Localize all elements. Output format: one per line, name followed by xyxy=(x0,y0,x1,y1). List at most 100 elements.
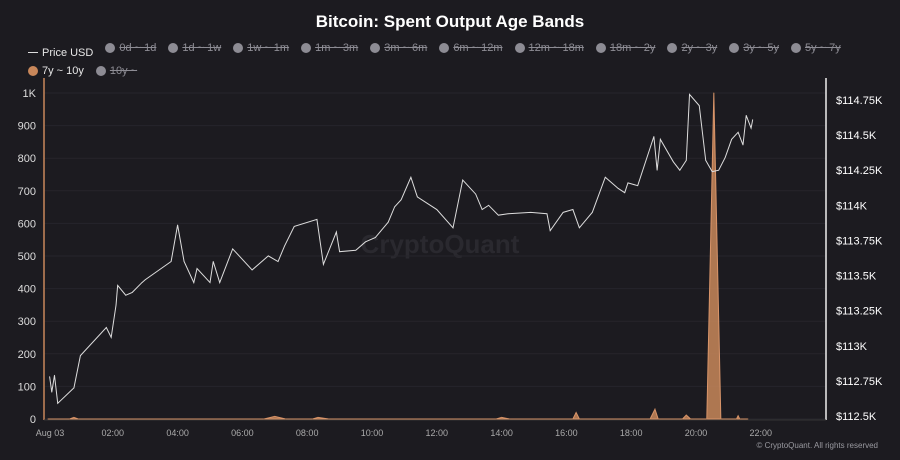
price-usd-point xyxy=(73,387,75,389)
legend-item[interactable]: 3m ~ 6m xyxy=(370,39,427,57)
y-right-tick: $114.75K xyxy=(836,95,883,107)
price-usd-point xyxy=(572,209,574,210)
price-usd-point xyxy=(549,230,551,232)
legend-marker-icon xyxy=(439,43,450,53)
legend-item[interactable]: 12m ~ 18m xyxy=(514,39,584,57)
y-left-tick: 100 xyxy=(18,381,36,393)
price-usd-point xyxy=(144,279,146,281)
legend-marker-icon xyxy=(95,65,106,76)
price-usd-point xyxy=(57,402,59,404)
price-usd-point xyxy=(481,209,483,210)
legend-label: 2y ~ 3y xyxy=(681,42,718,54)
legend-label: 1d ~ 1w xyxy=(182,42,222,54)
price-usd-point xyxy=(475,193,477,195)
price-usd-point xyxy=(49,376,51,378)
price-usd-point xyxy=(54,374,55,376)
price-usd-point xyxy=(737,131,739,133)
legend-item[interactable]: 5y ~ 7y xyxy=(791,39,841,57)
y-right-tick: $112.75K xyxy=(836,376,883,388)
legend-item[interactable]: 6m ~ 12m xyxy=(439,39,503,57)
series-7y-10y-point xyxy=(274,415,276,417)
price-usd-point xyxy=(117,284,119,286)
y-left-tick: 600 xyxy=(18,218,36,230)
x-tick: 12:00 xyxy=(426,428,449,438)
price-usd-point xyxy=(604,176,606,178)
price-usd-point xyxy=(355,249,357,251)
series-7y-10y-point xyxy=(328,418,330,420)
legend-item[interactable]: 1m ~ 3m xyxy=(301,39,358,57)
x-tick: 10:00 xyxy=(361,428,384,438)
price-usd-point xyxy=(507,213,509,215)
price-usd-point xyxy=(752,119,754,121)
x-tick: 22:00 xyxy=(750,428,773,438)
price-usd-point xyxy=(462,179,464,181)
price-usd-point xyxy=(365,241,366,243)
legend-item[interactable]: 3y ~ 5y xyxy=(729,39,779,57)
price-usd-point xyxy=(546,213,548,215)
price-usd-point xyxy=(51,391,53,393)
series-7y-10y-point xyxy=(263,418,265,420)
y-left-tick: 0 xyxy=(30,414,36,426)
price-usd-point xyxy=(488,204,490,206)
x-tick: 16:00 xyxy=(555,428,578,438)
price-usd-point xyxy=(656,169,658,171)
x-tick: 02:00 xyxy=(102,428,125,438)
y-left-tick: 700 xyxy=(18,186,36,198)
y-right-tick: $113.5K xyxy=(836,271,877,283)
series-7y-10y-point xyxy=(317,416,319,418)
x-tick: 14:00 xyxy=(490,428,513,438)
price-usd-point xyxy=(196,268,198,269)
price-usd-point xyxy=(293,226,295,227)
price-usd-point xyxy=(436,209,438,210)
series-7y-10y-point xyxy=(706,418,708,420)
price-usd-point xyxy=(745,115,747,116)
legend-marker-icon xyxy=(233,43,244,53)
legend-item[interactable]: 2y ~ 3y xyxy=(667,39,717,57)
price-usd-point xyxy=(339,251,340,253)
x-tick: 08:00 xyxy=(296,428,319,438)
series-7y-10y-point xyxy=(649,418,651,420)
price-usd-point xyxy=(232,248,234,250)
series-7y-10y-point xyxy=(713,92,715,94)
price-usd-point xyxy=(672,161,674,163)
legend-item[interactable]: 18m ~ 2y xyxy=(595,39,655,57)
legend-item[interactable]: Price USD xyxy=(28,44,93,62)
y-left-tick: 1K xyxy=(23,88,37,100)
price-usd-point xyxy=(374,237,376,239)
series-7y-10y-point xyxy=(575,411,577,413)
price-usd-point xyxy=(80,355,81,357)
series-7y-10y-point xyxy=(682,418,683,420)
copyright: © CryptoQuant. All rights reserved xyxy=(756,441,879,450)
legend-marker-icon xyxy=(729,43,740,53)
series-7y-10y-point xyxy=(73,416,75,418)
legend-item[interactable]: 7y ~ 10y xyxy=(28,62,84,80)
legend-item[interactable]: 10y ~ xyxy=(95,62,137,80)
series-7y-10y-point xyxy=(739,418,741,420)
legend-marker-icon xyxy=(791,43,801,53)
legend-item[interactable]: 1w ~ 1m xyxy=(233,39,289,57)
y-right-tick: $112.5K xyxy=(836,411,877,423)
y-left-tick: 200 xyxy=(18,349,36,361)
price-usd-point xyxy=(659,138,661,140)
legend-item[interactable]: 1d ~ 1w xyxy=(168,39,221,57)
legend-label: 3m ~ 6m xyxy=(384,42,428,54)
price-usd-point xyxy=(193,282,195,283)
y-right-tick: $113.25K xyxy=(836,306,883,318)
series-7y-10y-point xyxy=(69,418,71,420)
legend-marker-icon xyxy=(301,43,312,53)
price-usd-point xyxy=(141,282,143,283)
x-tick: 18:00 xyxy=(620,428,643,438)
price-usd-point xyxy=(685,159,687,161)
y-left-tick: 300 xyxy=(18,316,36,328)
series-7y-10y-point xyxy=(509,418,511,420)
legend-label: 5y ~ 7y xyxy=(805,42,841,54)
legend-marker-icon xyxy=(595,43,606,53)
legend-item[interactable]: 0d ~ 1d xyxy=(105,39,156,57)
price-usd-point xyxy=(724,157,726,158)
price-usd-point xyxy=(416,196,418,198)
series-7y-10y-point xyxy=(747,418,749,420)
series-7y-10y-area xyxy=(48,92,748,420)
series-7y-10y-point xyxy=(690,418,692,420)
price-usd-point xyxy=(637,185,639,187)
